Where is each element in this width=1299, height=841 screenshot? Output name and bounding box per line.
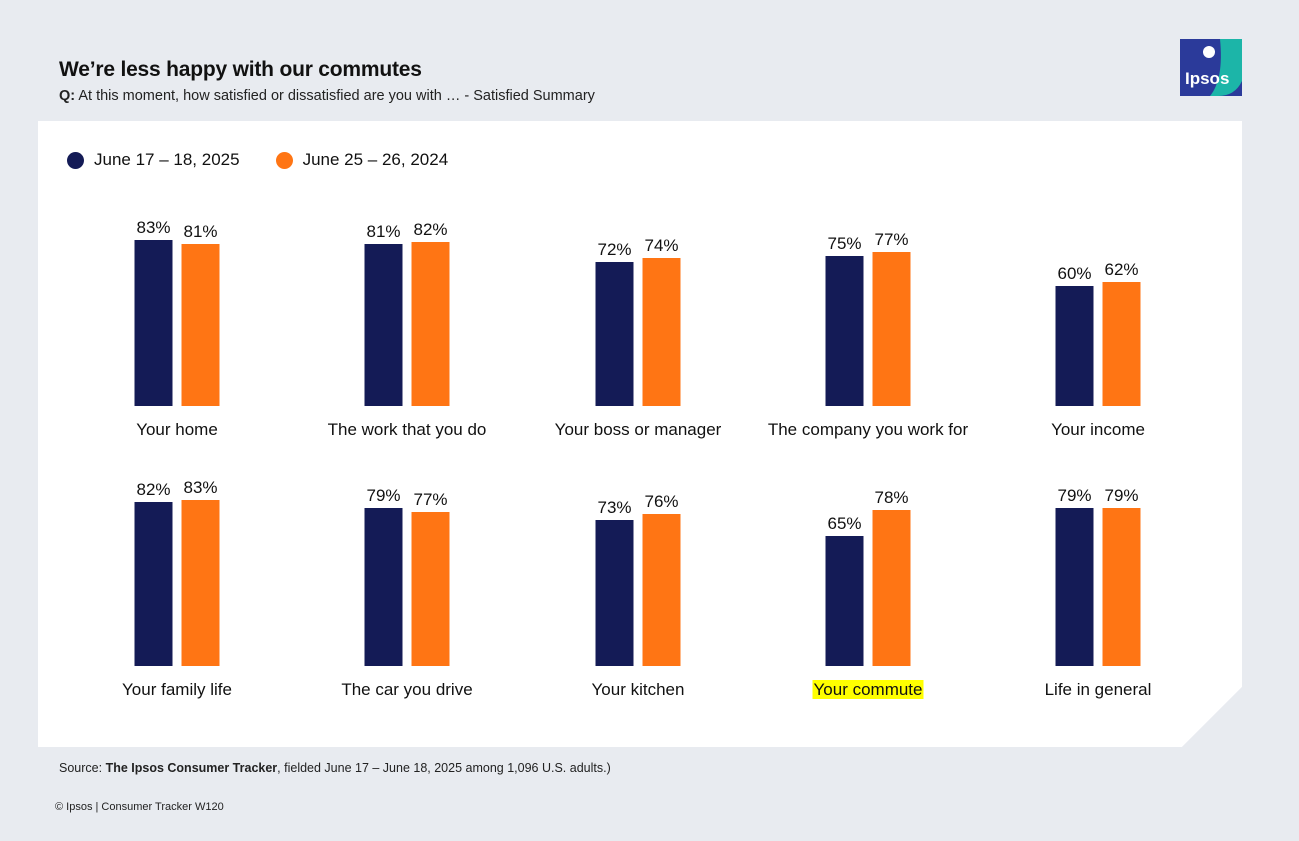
legend-label-2024: June 25 – 26, 2024 [302,150,449,169]
value-label-your-home-2024: 81% [183,222,217,241]
value-label-your-home-2025: 83% [136,218,170,237]
value-label-the-car-you-drive-2024: 77% [413,490,447,509]
bar-your-boss-or-manager-2025 [595,262,634,406]
value-label-your-commute-2025: 65% [827,514,861,533]
logo-text: Ipsos [1185,69,1230,88]
bar-the-work-that-you-do-2025 [364,244,403,406]
value-label-your-income-2025: 60% [1057,264,1091,283]
bar-your-home-2024 [181,244,220,406]
value-label-the-work-that-you-do-2025: 81% [366,222,400,241]
bar-your-kitchen-2024 [642,514,681,666]
value-label-your-boss-or-manager-2024: 74% [644,236,678,255]
bar-your-kitchen-2025 [595,520,634,666]
legend-label-2025: June 17 – 18, 2025 [94,150,240,169]
category-label-the-company-you-work-for: The company you work for [768,420,969,439]
bar-the-company-you-work-for-2024 [872,252,911,406]
value-label-your-kitchen-2024: 76% [644,492,678,511]
category-label-your-home: Your home [136,420,218,439]
value-label-the-company-you-work-for-2025: 75% [827,234,861,253]
highlight-your-commute [812,680,924,699]
bar-your-commute-2025 [825,536,864,666]
bar-the-company-you-work-for-2025 [825,256,864,406]
bar-your-income-2025 [1055,286,1094,406]
legend-swatch-2024 [275,151,293,169]
bar-life-in-general-2024 [1102,508,1141,666]
question-text: At this moment, how satisfied or dissati… [78,88,595,104]
chart-title: We’re less happy with our commutes [59,58,422,81]
value-label-the-car-you-drive-2025: 79% [366,486,400,505]
category-label-the-work-that-you-do: The work that you do [328,420,487,439]
value-label-your-family-life-2025: 82% [136,480,170,499]
bar-your-income-2024 [1102,282,1141,406]
legend-item-2024: June 25 – 26, 2024 [275,150,449,170]
chart-card [38,121,1242,747]
source-details: , fielded June 17 – June 18, 2025 among … [277,761,611,775]
bar-life-in-general-2025 [1055,508,1094,666]
question-prefix: Q: [59,88,76,104]
bar-your-boss-or-manager-2024 [642,258,681,406]
bar-your-home-2025 [134,240,173,406]
source-name: The Ipsos Consumer Tracker [105,761,278,775]
source-prefix: Source: [59,761,103,775]
category-label-your-family-life: Your family life [122,680,232,699]
category-label-your-boss-or-manager: Your boss or manager [555,420,722,439]
copyright: © Ipsos | Consumer Tracker W120 [55,801,224,813]
legend: June 17 – 18, 2025 June 25 – 26, 2024 [67,150,448,170]
value-label-life-in-general-2024: 79% [1104,486,1138,505]
value-label-your-income-2024: 62% [1104,260,1138,279]
value-label-your-family-life-2024: 83% [183,478,217,497]
bar-the-car-you-drive-2024 [411,512,450,666]
category-label-your-income: Your income [1051,420,1145,439]
category-label-your-kitchen: Your kitchen [592,680,685,699]
category-label-the-car-you-drive: The car you drive [341,680,472,699]
value-label-the-company-you-work-for-2024: 77% [874,230,908,249]
value-label-your-commute-2024: 78% [874,488,908,507]
source-note: Source: The Ipsos Consumer Tracker, fiel… [59,761,611,775]
value-label-your-kitchen-2025: 73% [597,498,631,517]
category-label-your-commute: Your commute [814,680,923,699]
value-label-your-boss-or-manager-2025: 72% [597,240,631,259]
category-label-life-in-general: Life in general [1045,680,1152,699]
bar-your-commute-2024 [872,510,911,666]
ipsos-logo: Ipsos [1180,39,1242,96]
bar-your-family-life-2025 [134,502,173,666]
bar-chart: 83% 81% Your home 81% 82% The work that you d… [122,218,1152,699]
card-background [38,121,1242,747]
bar-the-work-that-you-do-2024 [411,242,450,406]
bar-your-family-life-2024 [181,500,220,666]
bar-the-car-you-drive-2025 [364,508,403,666]
value-label-life-in-general-2025: 79% [1057,486,1091,505]
value-label-the-work-that-you-do-2024: 82% [413,220,447,239]
chart-subtitle: Q: At this moment, how satisfied or diss… [59,88,595,104]
legend-item-2025: June 17 – 18, 2025 [67,150,240,170]
ipsos-logo-mark [1180,39,1242,96]
legend-swatch-2025 [67,151,84,169]
